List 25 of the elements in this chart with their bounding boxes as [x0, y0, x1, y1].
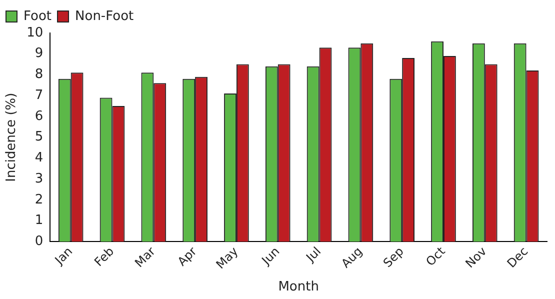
- y-tick-label: 4: [34, 150, 44, 166]
- y-tick-label: 7: [34, 88, 44, 103]
- x-tick-label: Jun: [258, 244, 282, 268]
- x-tick-label: Oct: [423, 244, 448, 269]
- legend-label: Non-Foot: [75, 8, 134, 24]
- x-tick-label: Jan: [51, 244, 76, 268]
- y-tick-label: 0: [34, 234, 44, 250]
- x-tick-label: Mar: [132, 244, 158, 270]
- x-tick-label: Feb: [92, 244, 117, 270]
- x-tick-label: Jul: [302, 244, 324, 266]
- x-tick-label: Nov: [462, 244, 490, 271]
- y-tick-label: 1: [34, 213, 44, 228]
- y-tick-label: 3: [34, 171, 44, 186]
- x-tick-label: Sep: [380, 244, 406, 270]
- x-tick-label: Apr: [174, 244, 200, 269]
- y-tick-label: 5: [34, 130, 44, 145]
- legend-label: Foot: [24, 8, 52, 24]
- y-axis-title: Incidence (%): [4, 92, 20, 182]
- x-tick-label: Dec: [504, 244, 531, 271]
- y-tick-label: 2: [34, 192, 44, 208]
- x-axis-title: Month: [278, 280, 319, 295]
- y-tick-label: 10: [26, 25, 44, 40]
- y-tick-label: 8: [34, 67, 44, 82]
- y-tick-label: 9: [34, 46, 44, 62]
- y-tick-label: 6: [34, 108, 44, 124]
